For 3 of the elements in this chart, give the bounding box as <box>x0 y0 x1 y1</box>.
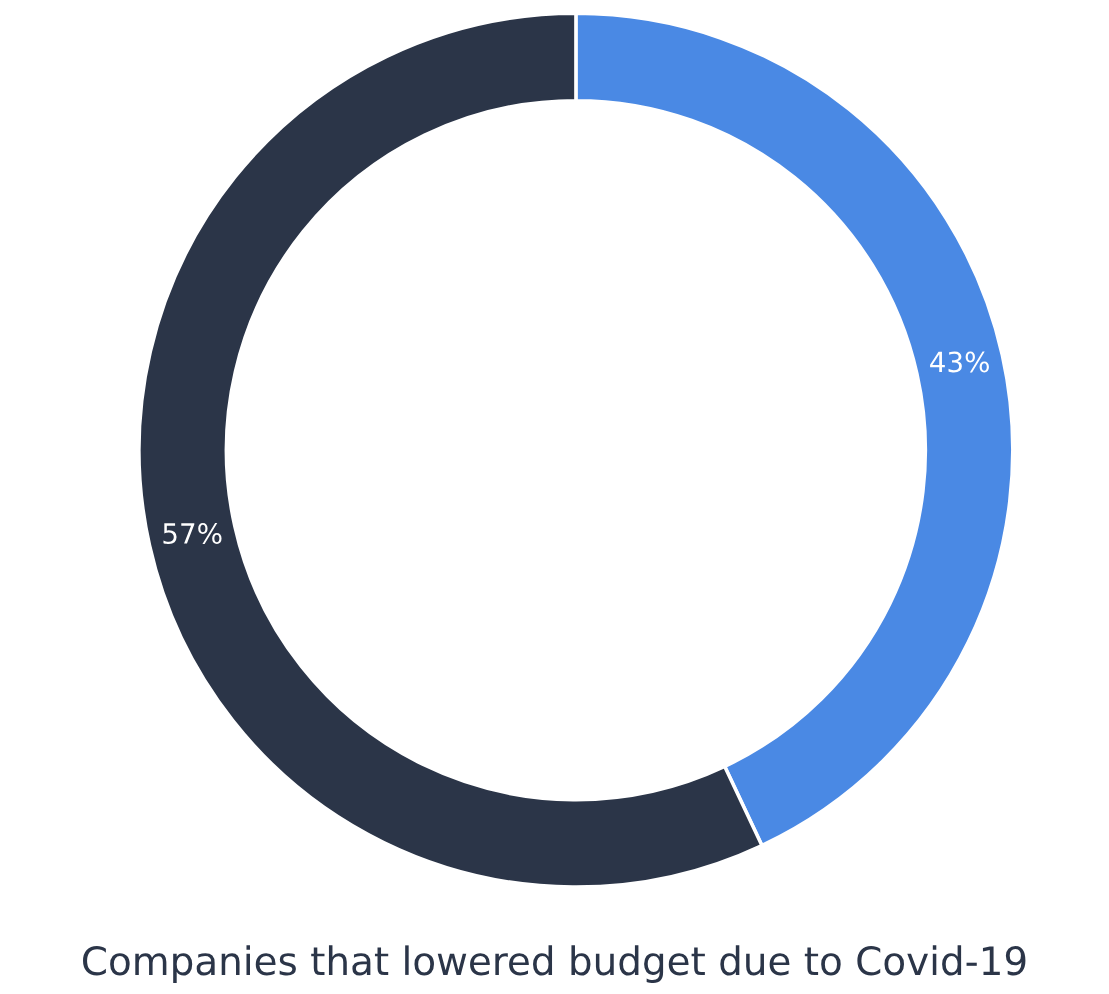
data-label: 43% <box>930 351 989 373</box>
data-label: 57% <box>163 523 222 545</box>
text: Companies that lowered budget due to Covid-19 <box>83 945 1026 983</box>
